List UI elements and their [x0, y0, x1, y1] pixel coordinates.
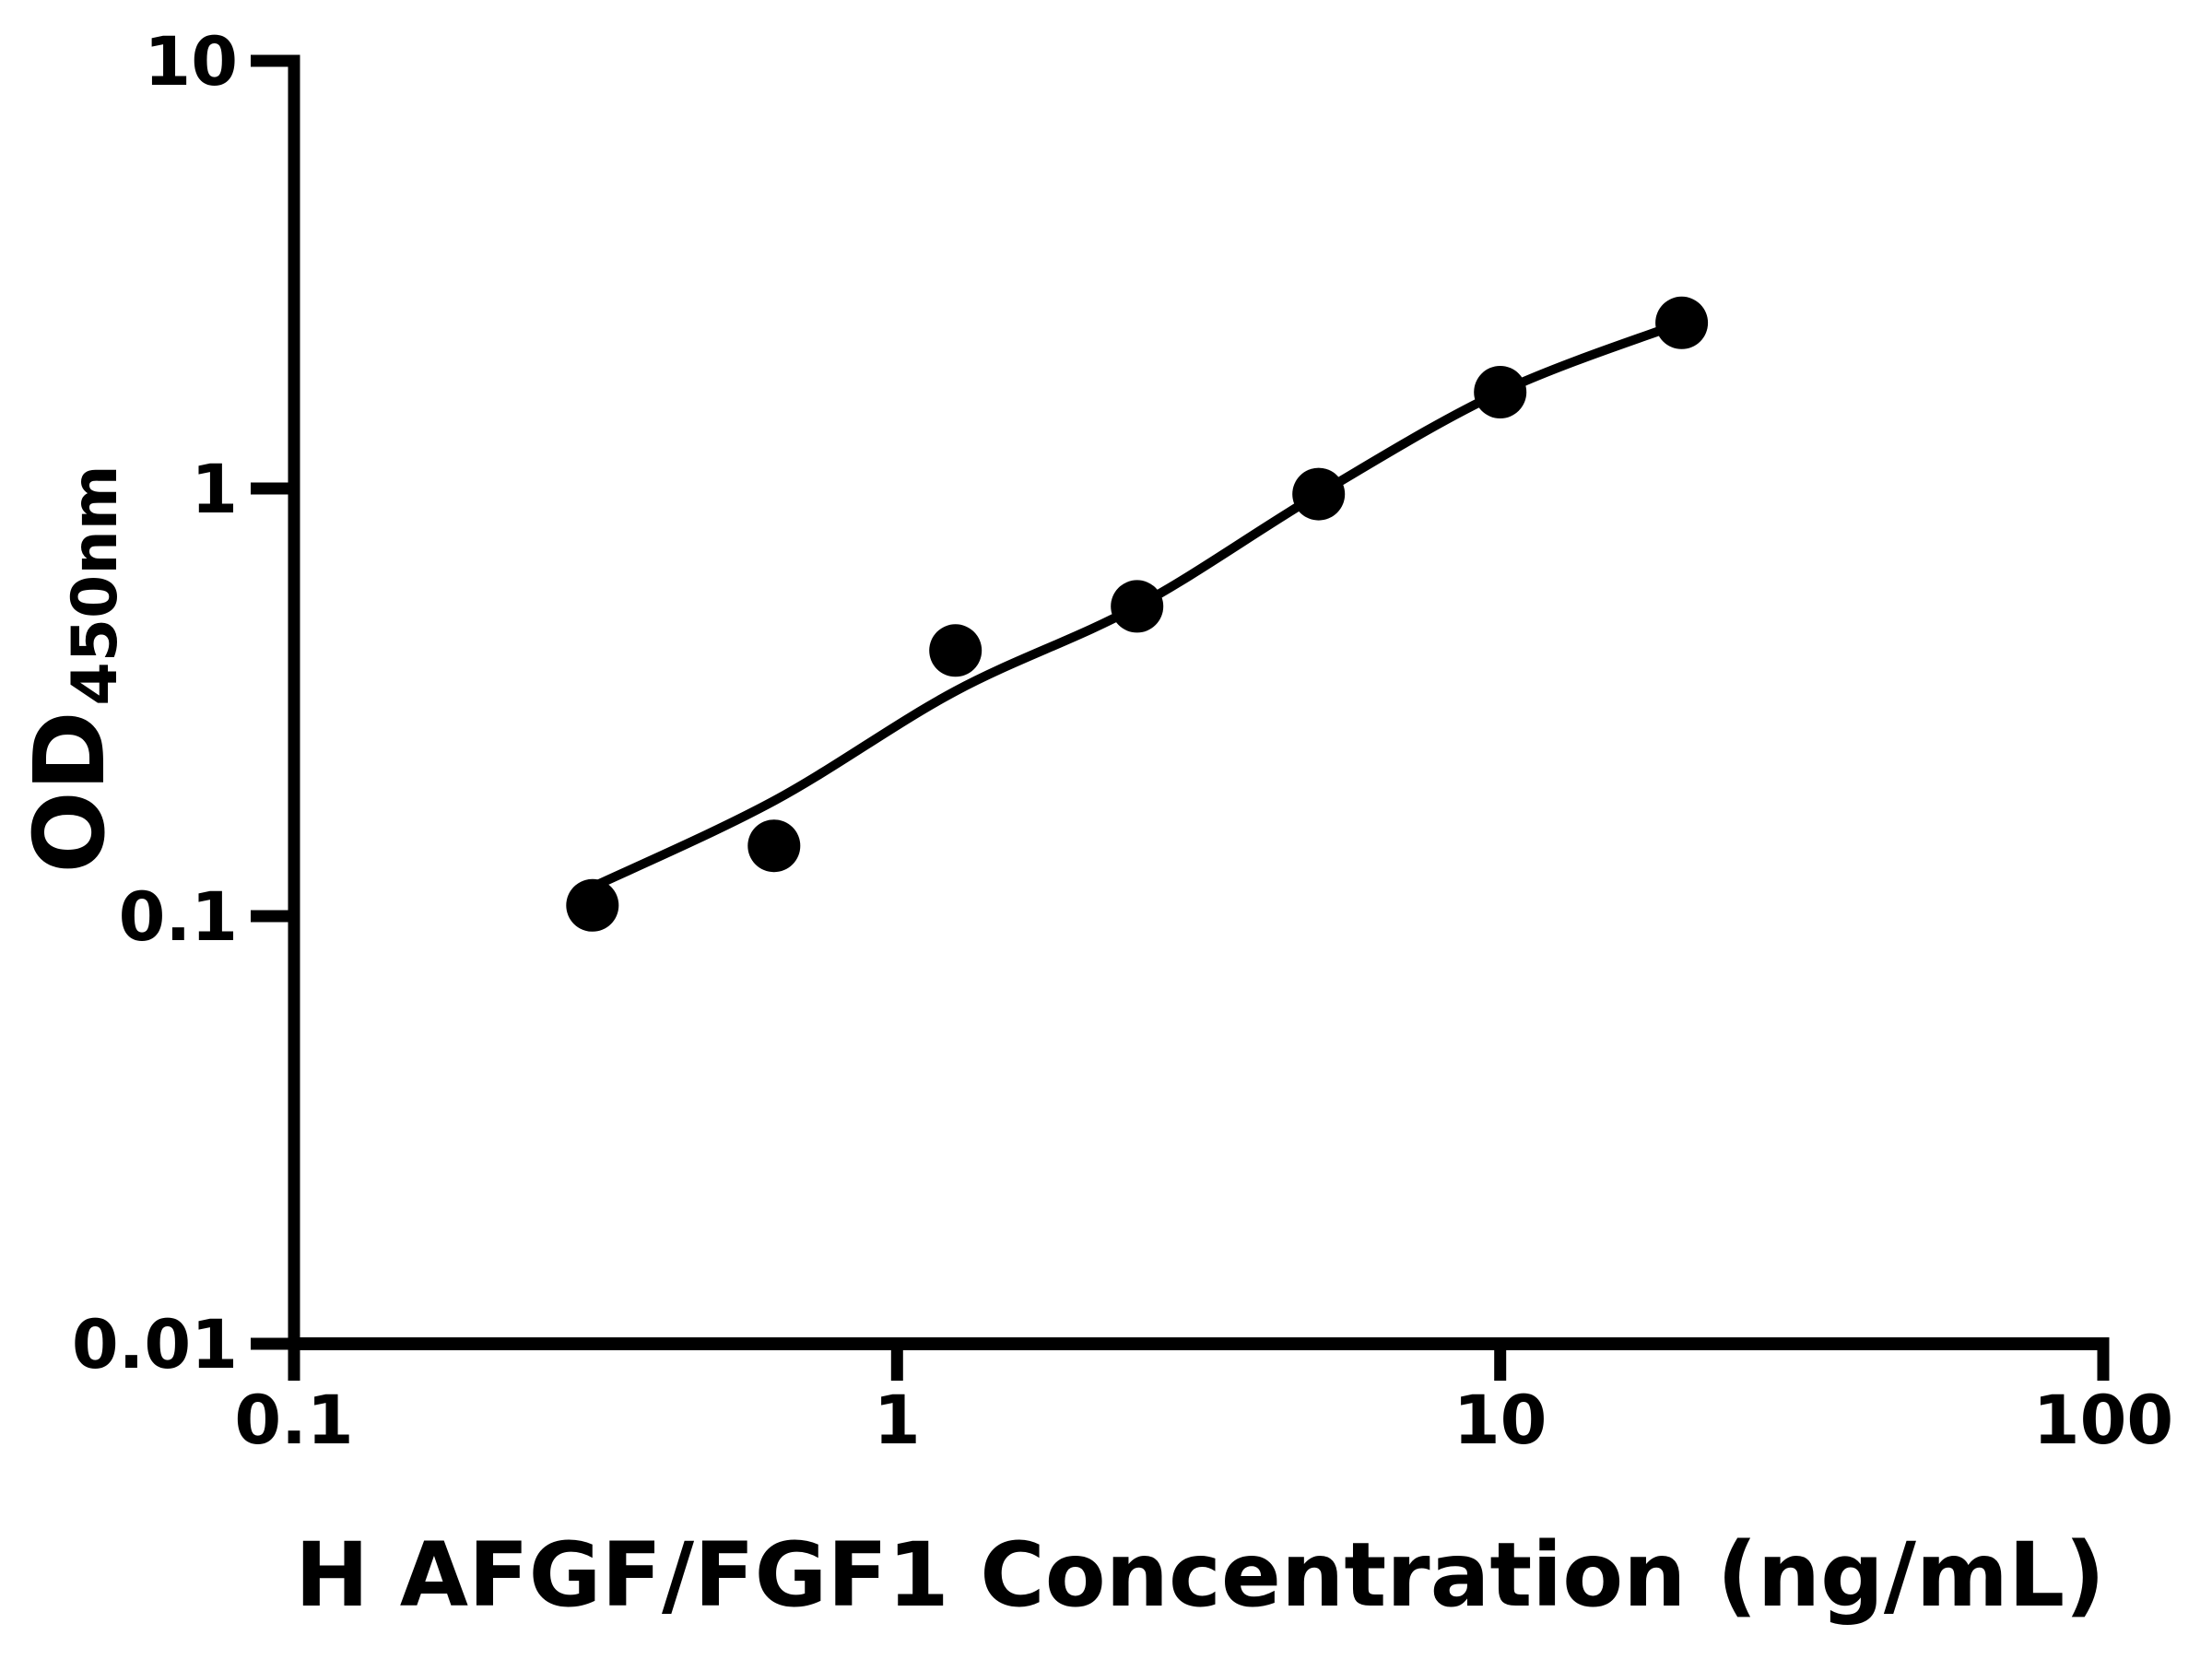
- y-tick-label: 1: [191, 451, 238, 529]
- y-axis-title-main: OD: [14, 711, 126, 873]
- x-tick-label: 0.1: [234, 1382, 353, 1460]
- x-tick-label: 10: [1453, 1382, 1547, 1460]
- y-tick-label: 0.01: [72, 1306, 238, 1384]
- data-point: [1111, 580, 1164, 633]
- data-point: [1474, 366, 1527, 418]
- data-point: [747, 819, 801, 873]
- y-axis-title: OD 450nm: [14, 465, 132, 873]
- data-point: [1292, 467, 1346, 521]
- x-axis-title: H AFGF/FGF1 Concentration (ng/mL): [295, 1524, 2105, 1627]
- x-tick-label: 100: [2033, 1382, 2173, 1460]
- y-tick-label: 0.1: [119, 878, 238, 957]
- data-point: [566, 878, 619, 932]
- data-point: [929, 624, 982, 677]
- data-series: [566, 296, 1709, 932]
- data-point: [1655, 296, 1709, 349]
- x-tick-label: 1: [874, 1382, 921, 1460]
- y-tick-label: 10: [144, 23, 238, 101]
- y-axis-title-sub: 450nm: [59, 465, 132, 705]
